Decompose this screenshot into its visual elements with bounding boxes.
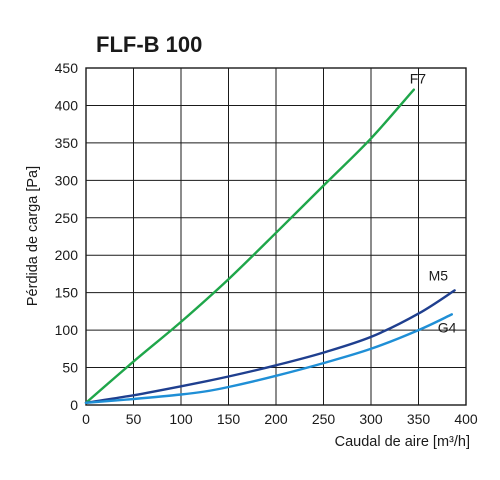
x-tick-5: 250: [312, 411, 336, 427]
y-tick-labels: 0 50 100 150 200 250 300 350 400 450: [55, 60, 79, 413]
y-tick-7: 350: [55, 135, 79, 151]
series-label-g4: G4: [438, 319, 457, 335]
y-tick-8: 400: [55, 97, 79, 113]
series-label-f7: F7: [410, 71, 427, 87]
y-tick-5: 250: [55, 210, 79, 226]
y-tick-4: 200: [55, 247, 79, 263]
series-lines: [84, 88, 456, 404]
x-tick-3: 150: [217, 411, 241, 427]
series-line-f7: [84, 88, 415, 404]
x-axis-label: Caudal de aire [m³/h]: [335, 434, 470, 450]
x-tick-6: 300: [359, 411, 383, 427]
series-line-m5: [84, 289, 456, 404]
grid: [85, 67, 467, 406]
series-labels: F7 M5 G4: [410, 71, 457, 336]
x-tick-2: 100: [169, 411, 193, 427]
x-tick-4: 200: [264, 411, 288, 427]
y-tick-6: 300: [55, 172, 79, 188]
y-tick-0: 0: [70, 397, 78, 413]
series-line-g4: [84, 313, 453, 404]
series-label-m5: M5: [429, 267, 449, 283]
x-tick-labels: 0 50 100 150 200 250 300 350 400: [82, 411, 478, 427]
y-tick-1: 50: [62, 360, 78, 376]
chart-title: FLF-B 100: [96, 32, 202, 57]
y-tick-2: 100: [55, 322, 79, 338]
y-tick-3: 150: [55, 285, 79, 301]
x-tick-8: 400: [454, 411, 478, 427]
plot-frame: [85, 67, 467, 406]
y-tick-9: 450: [55, 60, 79, 76]
y-axis-label: Pérdida de carga [Pa]: [25, 166, 41, 306]
x-tick-7: 350: [407, 411, 431, 427]
x-tick-0: 0: [82, 411, 90, 427]
x-tick-1: 50: [126, 411, 142, 427]
